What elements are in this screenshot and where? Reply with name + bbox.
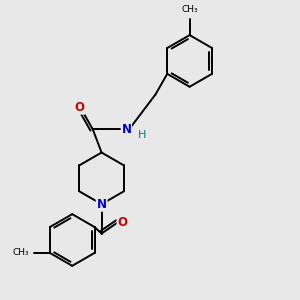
Text: O: O <box>117 216 127 229</box>
Text: CH₃: CH₃ <box>181 5 198 14</box>
Text: H: H <box>138 130 146 140</box>
Text: CH₃: CH₃ <box>12 248 29 257</box>
Text: N: N <box>97 198 106 211</box>
Text: N: N <box>122 123 131 136</box>
Text: O: O <box>75 101 85 114</box>
